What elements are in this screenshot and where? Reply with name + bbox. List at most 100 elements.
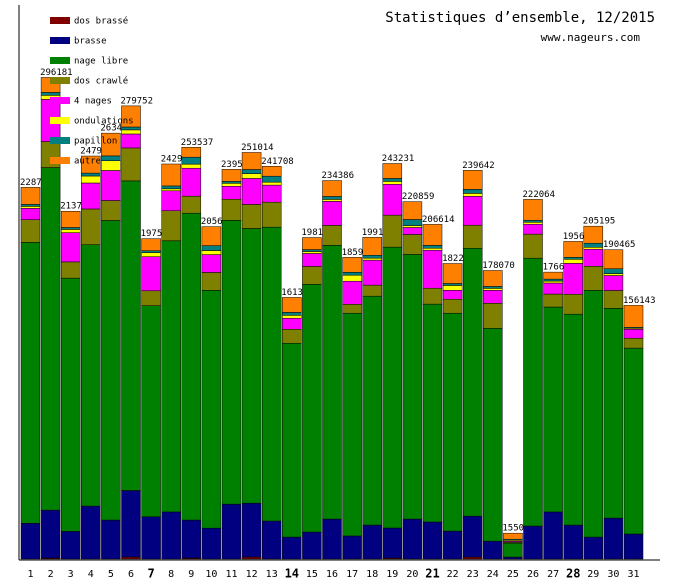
bar-segment — [282, 297, 302, 313]
bar-segment — [282, 342, 302, 538]
bar-segment — [302, 237, 322, 250]
bar-segment — [322, 245, 342, 520]
bar-segment — [362, 295, 382, 526]
legend-label: dos brassé — [74, 16, 128, 27]
bar-segment — [462, 556, 483, 560]
bar-segment — [362, 524, 382, 560]
x-tick-label: 3 — [68, 569, 74, 580]
bar-segment — [382, 184, 403, 216]
bar-segment — [221, 198, 242, 221]
legend-label: papillon — [74, 137, 117, 147]
bar-total-label: 156143 — [623, 296, 656, 306]
bar-segment — [442, 263, 463, 284]
bar-segment — [141, 516, 161, 560]
bar-segment — [201, 254, 222, 273]
bar-segment — [101, 155, 121, 161]
bar-segment — [462, 170, 483, 190]
bar-segment — [241, 228, 262, 504]
x-tick-label: 7 — [147, 567, 154, 580]
bar-segment — [141, 305, 161, 518]
bar-total-label: 279752 — [121, 96, 154, 106]
bar-segment — [543, 271, 563, 280]
bar-segment — [583, 248, 604, 267]
bar-segment — [181, 519, 202, 559]
bar-segment — [442, 530, 463, 560]
bar-segment — [20, 206, 41, 209]
x-tick-label: 27 — [547, 569, 559, 580]
bar-segment — [543, 293, 563, 308]
bar-segment — [543, 280, 563, 284]
bar-segment — [121, 556, 141, 560]
bar-segment — [201, 245, 222, 251]
x-tick-label: 2 — [48, 569, 54, 580]
bar-total-label: 1766 — [543, 263, 565, 273]
bar-segment — [603, 308, 624, 519]
bar-segment — [201, 290, 222, 529]
bar-segment — [181, 156, 202, 165]
bar-segment — [543, 306, 563, 513]
bar-segment — [221, 181, 242, 184]
x-tick-label: 17 — [346, 569, 358, 580]
bar-segment — [241, 169, 262, 174]
bar-segment — [362, 257, 382, 261]
bar-segment — [422, 287, 443, 305]
bar-total-label: 251014 — [241, 143, 274, 153]
bar-segment — [261, 166, 282, 177]
bar-segment — [382, 214, 403, 248]
bar-segment — [402, 219, 423, 226]
bar-segment — [563, 241, 583, 258]
bar-segment — [563, 259, 583, 264]
bar-segment — [40, 92, 61, 96]
bar-segment — [121, 147, 141, 182]
bar-segment — [483, 270, 503, 287]
bar-segment — [261, 226, 282, 522]
legend-label: nage libre — [74, 57, 128, 67]
bar-total-label: 205195 — [583, 217, 616, 227]
legend-swatch — [50, 17, 70, 24]
bar-segment — [81, 244, 101, 507]
x-tick-label: 24 — [487, 569, 499, 580]
legend-swatch — [50, 97, 70, 104]
bar-segment — [462, 193, 483, 197]
bar-segment — [523, 199, 543, 221]
bar-total-label: 2287 — [20, 178, 42, 188]
bar-segment — [322, 518, 342, 560]
bar-segment — [302, 266, 322, 285]
bar-segment — [362, 259, 382, 286]
bar-segment — [161, 185, 181, 190]
bar-total-label: 206614 — [422, 215, 455, 225]
bar-segment — [221, 185, 242, 200]
x-tick-label: 1 — [27, 569, 33, 580]
bar-segment — [402, 234, 423, 255]
bar-segment — [101, 170, 121, 201]
bar-segment — [81, 172, 101, 177]
bar-segment — [60, 277, 81, 532]
x-tick-label: 9 — [188, 569, 194, 580]
bar-segment — [503, 542, 523, 558]
bar-segment — [402, 225, 423, 228]
bar-segment — [141, 256, 161, 292]
bar-segment — [302, 251, 322, 254]
bar-segment — [422, 245, 443, 249]
bar-segment — [60, 261, 81, 279]
bar-total-label: 1991 — [362, 228, 384, 238]
bar-segment — [282, 315, 302, 319]
bar-segment — [81, 182, 101, 210]
bar-segment — [121, 105, 141, 128]
x-tick-label: 16 — [326, 569, 338, 580]
bar-segment — [302, 531, 322, 560]
bar-segment — [201, 527, 222, 560]
bar-segment — [121, 129, 141, 135]
bar-segment — [40, 509, 61, 559]
bar-segment — [603, 290, 624, 309]
bar-segment — [282, 536, 302, 560]
bar-segment — [483, 328, 503, 542]
bar-total-label: 1975 — [141, 229, 163, 239]
bar-segment — [362, 254, 382, 259]
bar-segment — [543, 278, 563, 282]
bar-segment — [161, 163, 181, 187]
bar-segment — [342, 312, 362, 537]
x-tick-label: 28 — [566, 567, 580, 580]
bar-segment — [322, 180, 342, 197]
x-tick-label: 23 — [467, 569, 479, 580]
